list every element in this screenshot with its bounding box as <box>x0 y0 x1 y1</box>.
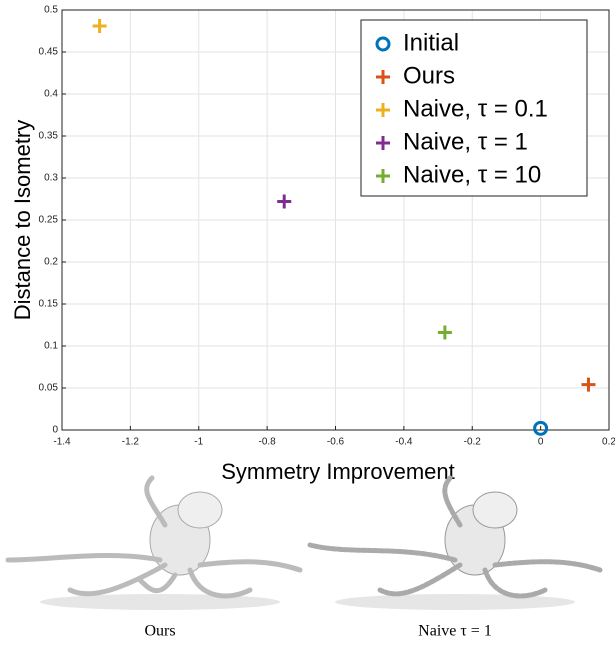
y-tick-label: 0.45 <box>39 47 59 58</box>
point <box>581 378 595 392</box>
point <box>438 326 452 340</box>
point <box>93 19 107 33</box>
octopus-right <box>310 478 600 610</box>
x-tick-label: 0.2 <box>602 437 615 448</box>
legend-label: Initial <box>403 29 459 56</box>
image-caption: Naive τ = 1 <box>418 623 492 640</box>
x-axis-label: Symmetry Improvement <box>221 459 455 484</box>
legend-label: Ours <box>403 62 455 89</box>
x-tick-label: -0.4 <box>395 437 413 448</box>
x-tick-label: -1.2 <box>122 437 140 448</box>
chart: 0 0.05 0.1 0.15 0.2 0.25 0.3 0.35 0.4 0.45 0.5 -1.4… <box>0 0 615 643</box>
legend-label: Naive, τ = 0.1 <box>403 95 548 122</box>
legend-label: Naive, τ = 1 <box>403 128 528 155</box>
x-tick-label: 0 <box>538 437 544 448</box>
x-tick-label: -0.6 <box>327 437 345 448</box>
y-tick-label: 0.5 <box>44 5 58 16</box>
y-tick-label: 0.25 <box>39 215 59 226</box>
y-tick-label: 0.4 <box>44 89 58 100</box>
y-tick-label: 0.05 <box>39 383 59 394</box>
point <box>277 195 291 209</box>
octopus-left <box>8 478 300 610</box>
y-tick-label: 0.35 <box>39 131 59 142</box>
x-tick-label: -1 <box>194 437 203 448</box>
y-tick-label: 0.3 <box>44 173 58 184</box>
legend-label: Naive, τ = 10 <box>403 161 541 188</box>
y-tick-label: 0.2 <box>44 257 58 268</box>
image-caption: Ours <box>144 623 175 640</box>
x-tick-label: -1.4 <box>53 437 71 448</box>
x-tick-label: -0.8 <box>259 437 277 448</box>
y-axis-label: Distance to Isometry <box>10 120 35 321</box>
y-tick-label: 0.15 <box>39 299 59 310</box>
y-tick-label: 0 <box>52 425 58 436</box>
page: 0 0.05 0.1 0.15 0.2 0.25 0.3 0.35 0.4 0.45 0.5 -1.4… <box>0 0 615 643</box>
x-tick-label: -0.2 <box>464 437 482 448</box>
y-tick-label: 0.1 <box>44 341 58 352</box>
